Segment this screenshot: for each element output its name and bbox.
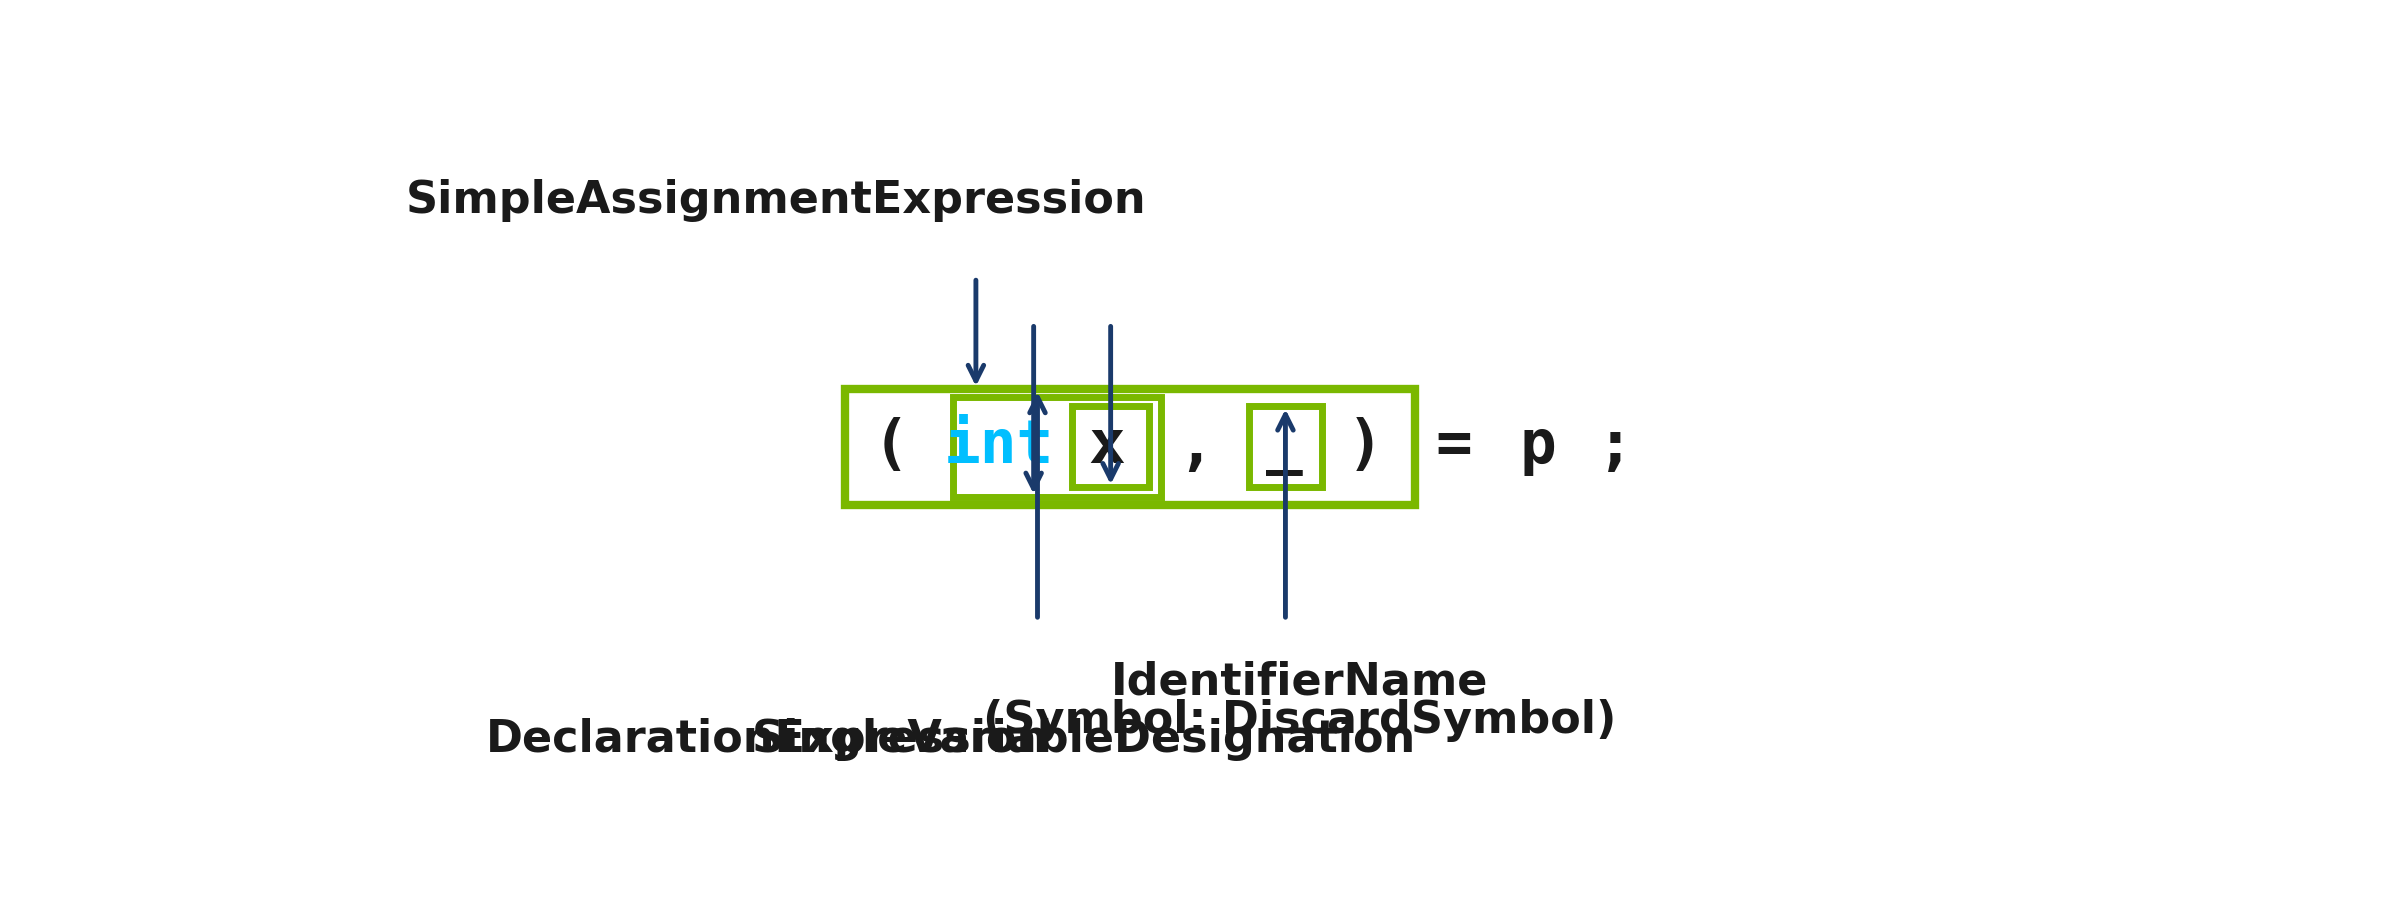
Bar: [953, 397, 1162, 497]
Text: ;: ;: [1596, 418, 1634, 476]
Text: x: x: [1090, 418, 1126, 476]
Text: SingleVariableDesignation: SingleVariableDesignation: [751, 718, 1416, 760]
Text: int: int: [943, 418, 1054, 476]
Text: ,: ,: [1176, 418, 1214, 476]
Text: ): ): [1346, 418, 1382, 476]
Text: (Symbol: DiscardSymbol): (Symbol: DiscardSymbol): [982, 698, 1615, 742]
Bar: [1250, 407, 1322, 487]
Text: _: _: [1265, 418, 1303, 476]
Text: p: p: [1519, 418, 1555, 476]
Bar: [1073, 407, 1150, 487]
Text: DeclarationExpression: DeclarationExpression: [487, 718, 1049, 760]
Text: SimpleAssignmentExpression: SimpleAssignmentExpression: [406, 179, 1147, 222]
Text: (: (: [874, 418, 910, 476]
Text: IdentifierName: IdentifierName: [1111, 661, 1488, 703]
Bar: [845, 389, 1416, 505]
Text: =: =: [1435, 418, 1471, 476]
